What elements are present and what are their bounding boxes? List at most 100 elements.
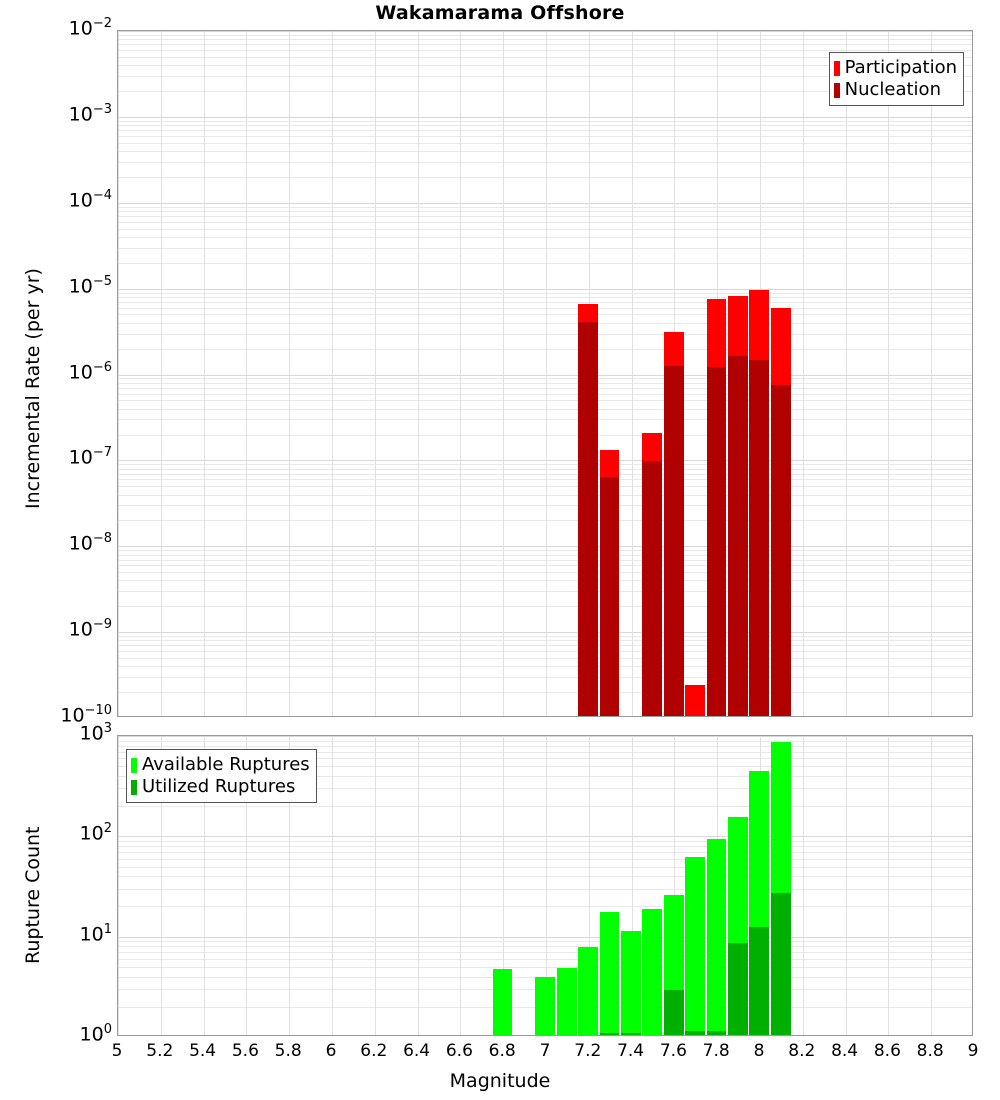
- gridline-h: [118, 554, 972, 556]
- gridline-h: [118, 301, 972, 303]
- gridline-h: [118, 565, 972, 567]
- gridline-h: [118, 125, 972, 127]
- gridline-h: [118, 840, 972, 842]
- legend-label: Nucleation: [844, 79, 941, 100]
- x-tick-label: 6.2: [360, 1041, 388, 1061]
- gridline-h: [118, 851, 972, 853]
- gridline-h: [118, 292, 972, 294]
- legend-item: Utilized Ruptures: [131, 776, 310, 798]
- gridline-h: [118, 788, 972, 790]
- x-tick-label: 6.4: [403, 1041, 431, 1061]
- y-tick-label: 10−9: [68, 617, 112, 641]
- gridline-h: [118, 806, 972, 808]
- y-tick-label: 103: [79, 721, 112, 745]
- bar-segment-available: [620, 930, 641, 1035]
- gridline-v: [674, 736, 676, 1035]
- y-tick-label: 10−2: [68, 16, 112, 40]
- gridline-h: [118, 966, 972, 968]
- bar-rupture-count-8: [749, 736, 770, 1035]
- rupture-count-plot: Available Ruptures Utilized Ruptures: [117, 735, 973, 1036]
- gridlines-top: [118, 31, 972, 716]
- legend-item: Participation: [833, 57, 957, 79]
- bar-incremental-rate-7.8: [706, 31, 727, 716]
- x-tick-label: 5.6: [231, 1041, 259, 1061]
- gridline-h: [118, 505, 972, 507]
- y-tick-label: 10−10: [60, 703, 112, 727]
- x-tick-label: 8.4: [831, 1041, 859, 1061]
- gridline-v: [332, 736, 333, 1035]
- page-title: Wakamarama Offshore: [375, 2, 625, 24]
- bar-rupture-count-6.8: [492, 736, 513, 1035]
- y-tick-label: 10−7: [68, 445, 112, 469]
- bar-series-bottom: [118, 736, 972, 1035]
- x-tick-label: 5.4: [189, 1041, 217, 1061]
- gridline-h: [118, 464, 972, 466]
- gridline-h: [118, 247, 972, 249]
- gridline-v: [460, 31, 462, 716]
- gridline-h: [118, 419, 972, 421]
- gridline-h: [118, 296, 972, 298]
- gridline-h: [118, 572, 972, 574]
- gridline-h: [118, 322, 972, 324]
- gridline-h: [118, 393, 972, 395]
- gridline-h: [118, 314, 972, 316]
- gridline-h: [118, 758, 972, 760]
- x-tick-label: 5.2: [146, 1041, 174, 1061]
- y-tick-label: 10−6: [68, 359, 112, 383]
- gridline-v: [118, 31, 119, 716]
- gridline-h: [118, 34, 972, 36]
- gridline-v: [118, 736, 119, 1035]
- gridline-h: [118, 408, 972, 410]
- legend-label: Available Ruptures: [142, 754, 310, 775]
- bar-segment-available: [599, 911, 620, 1035]
- gridline-h: [118, 591, 972, 593]
- gridline-h: [118, 378, 972, 380]
- gridline-h: [118, 952, 972, 954]
- bar-incremental-rate-7.9: [727, 31, 748, 716]
- gridline-h: [118, 666, 972, 668]
- legend-swatch-icon: [131, 757, 137, 773]
- gridline-h: [118, 941, 972, 943]
- bar-segment-utilized: [642, 461, 663, 716]
- bar-segment-available: [706, 839, 727, 1035]
- gridline-h: [118, 946, 972, 948]
- gridline-v: [802, 736, 804, 1035]
- bar-series-top: [118, 31, 972, 716]
- gridline-v: [160, 736, 162, 1035]
- bar-segment-utilized: [599, 1032, 620, 1035]
- bar-rupture-count-7.3: [599, 736, 620, 1035]
- gridline-h: [118, 262, 972, 264]
- gridline-h: [118, 400, 972, 402]
- bar-rupture-count-7.8: [706, 736, 727, 1035]
- bar-segment-available: [492, 968, 513, 1035]
- gridline-h: [118, 651, 972, 653]
- gridline-h: [118, 888, 972, 890]
- bar-segment-utilized: [685, 1030, 705, 1035]
- y-axis-title-top: Incremental Rate (per yr): [22, 267, 44, 509]
- gridline-v: [374, 31, 376, 716]
- gridline-h: [118, 142, 972, 144]
- y-tick-label: 10−5: [68, 273, 112, 297]
- gridline-v: [802, 31, 804, 716]
- gridline-h: [118, 906, 972, 908]
- bar-segment-utilized: [770, 893, 791, 1035]
- gridline-h: [118, 692, 972, 694]
- gridline-v: [845, 31, 847, 716]
- gridline-h: [118, 161, 972, 163]
- gridline-h: [118, 236, 972, 238]
- gridline-h: [118, 580, 972, 582]
- gridline-v: [289, 736, 291, 1035]
- gridline-h: [118, 374, 972, 376]
- bar-incremental-rate-7.7: [685, 31, 705, 716]
- bar-rupture-count-8.1: [770, 736, 791, 1035]
- gridline-h: [118, 546, 972, 548]
- gridline-h: [118, 348, 972, 350]
- y-axis-title-bottom: Rupture Count: [22, 826, 44, 964]
- gridline-h: [118, 479, 972, 481]
- legend-swatch-icon: [833, 60, 840, 76]
- gridline-h: [118, 44, 972, 46]
- y-tick-label: 10−4: [68, 187, 112, 212]
- gridline-h: [118, 766, 972, 768]
- gridline-h: [118, 866, 972, 868]
